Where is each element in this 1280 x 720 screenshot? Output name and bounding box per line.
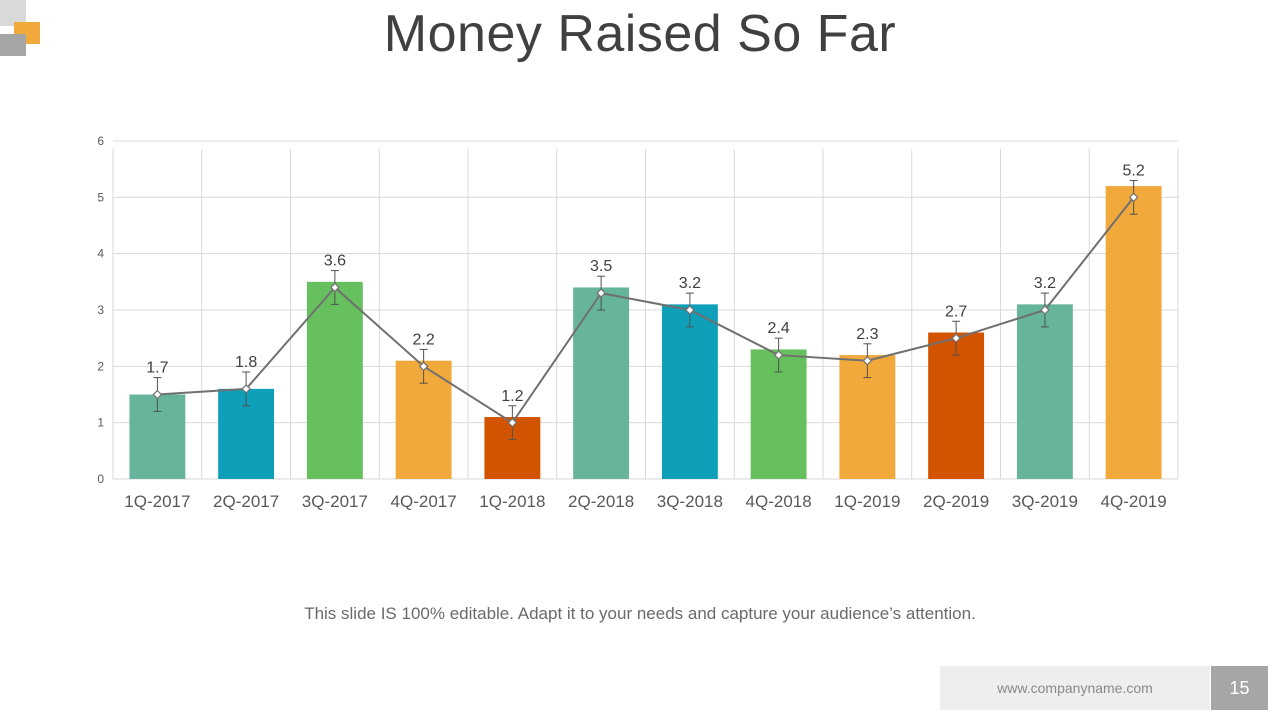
line-marker <box>951 333 961 344</box>
x-tick-label: 4Q-2018 <box>746 492 812 511</box>
x-tick-label: 4Q-2019 <box>1101 492 1167 511</box>
page-number: 15 <box>1211 666 1268 710</box>
data-label: 3.6 <box>324 253 346 270</box>
data-label: 1.7 <box>146 360 168 377</box>
data-label: 1.8 <box>235 354 257 371</box>
x-tick-label: 2Q-2017 <box>213 492 279 511</box>
data-label: 3.2 <box>1034 275 1056 292</box>
y-tick-label: 3 <box>97 303 104 317</box>
line-marker <box>418 361 429 372</box>
x-tick-label: 2Q-2019 <box>923 492 989 511</box>
y-tick-label: 4 <box>97 247 104 261</box>
x-tick-label: 4Q-2017 <box>391 492 457 511</box>
data-label: 2.2 <box>413 331 435 348</box>
logo-square-dark <box>0 34 26 56</box>
data-label: 5.2 <box>1123 162 1145 179</box>
y-tick-label: 6 <box>97 134 104 148</box>
bar <box>928 332 985 479</box>
footer-url: www.companyname.com <box>940 666 1210 710</box>
x-tick-label: 3Q-2018 <box>657 492 723 511</box>
data-label: 3.2 <box>679 275 701 292</box>
y-tick-label: 2 <box>97 359 104 373</box>
line-marker <box>596 288 606 298</box>
line-marker <box>507 417 518 428</box>
x-tick-label: 3Q-2017 <box>302 492 368 511</box>
data-label: 3.5 <box>590 258 612 275</box>
bar <box>1105 186 1162 480</box>
slide-title: Money Raised So Far <box>383 5 897 63</box>
y-tick-label: 0 <box>97 472 104 486</box>
line-marker <box>1040 305 1050 315</box>
line-series <box>157 196 1135 425</box>
line-marker <box>773 350 784 360</box>
line-marker <box>862 355 873 366</box>
x-tick-label: 2Q-2018 <box>568 492 634 511</box>
x-tick-label: 1Q-2017 <box>124 492 190 511</box>
x-tick-label: 3Q-2019 <box>1012 492 1078 511</box>
line-marker <box>241 384 251 394</box>
brand-logo <box>0 0 44 60</box>
bar <box>1016 304 1073 479</box>
data-label: 1.2 <box>501 388 523 405</box>
line-marker <box>152 389 163 400</box>
x-tick-label: 1Q-2019 <box>834 492 900 511</box>
line-marker <box>1128 192 1139 203</box>
combo-chart: 0 1 2 3 4 5 6 1Q-2017 2Q-2017 3Q-2017 4Q-2017 1Q-20… <box>97 134 1179 511</box>
y-tick-label: 5 <box>97 190 104 204</box>
bar <box>661 304 718 479</box>
bar <box>573 287 630 479</box>
x-tick-label: 1Q-2018 <box>479 492 545 511</box>
line-marker <box>685 305 695 315</box>
line-marker <box>330 282 340 293</box>
slide-caption: This slide IS 100% editable. Adapt it to… <box>304 604 976 623</box>
data-label: 2.3 <box>856 326 878 343</box>
logo-square-light <box>0 0 26 26</box>
y-tick-label: 1 <box>97 416 104 430</box>
data-label: 2.7 <box>945 303 967 320</box>
data-label: 2.4 <box>768 320 790 337</box>
bar <box>306 281 363 479</box>
